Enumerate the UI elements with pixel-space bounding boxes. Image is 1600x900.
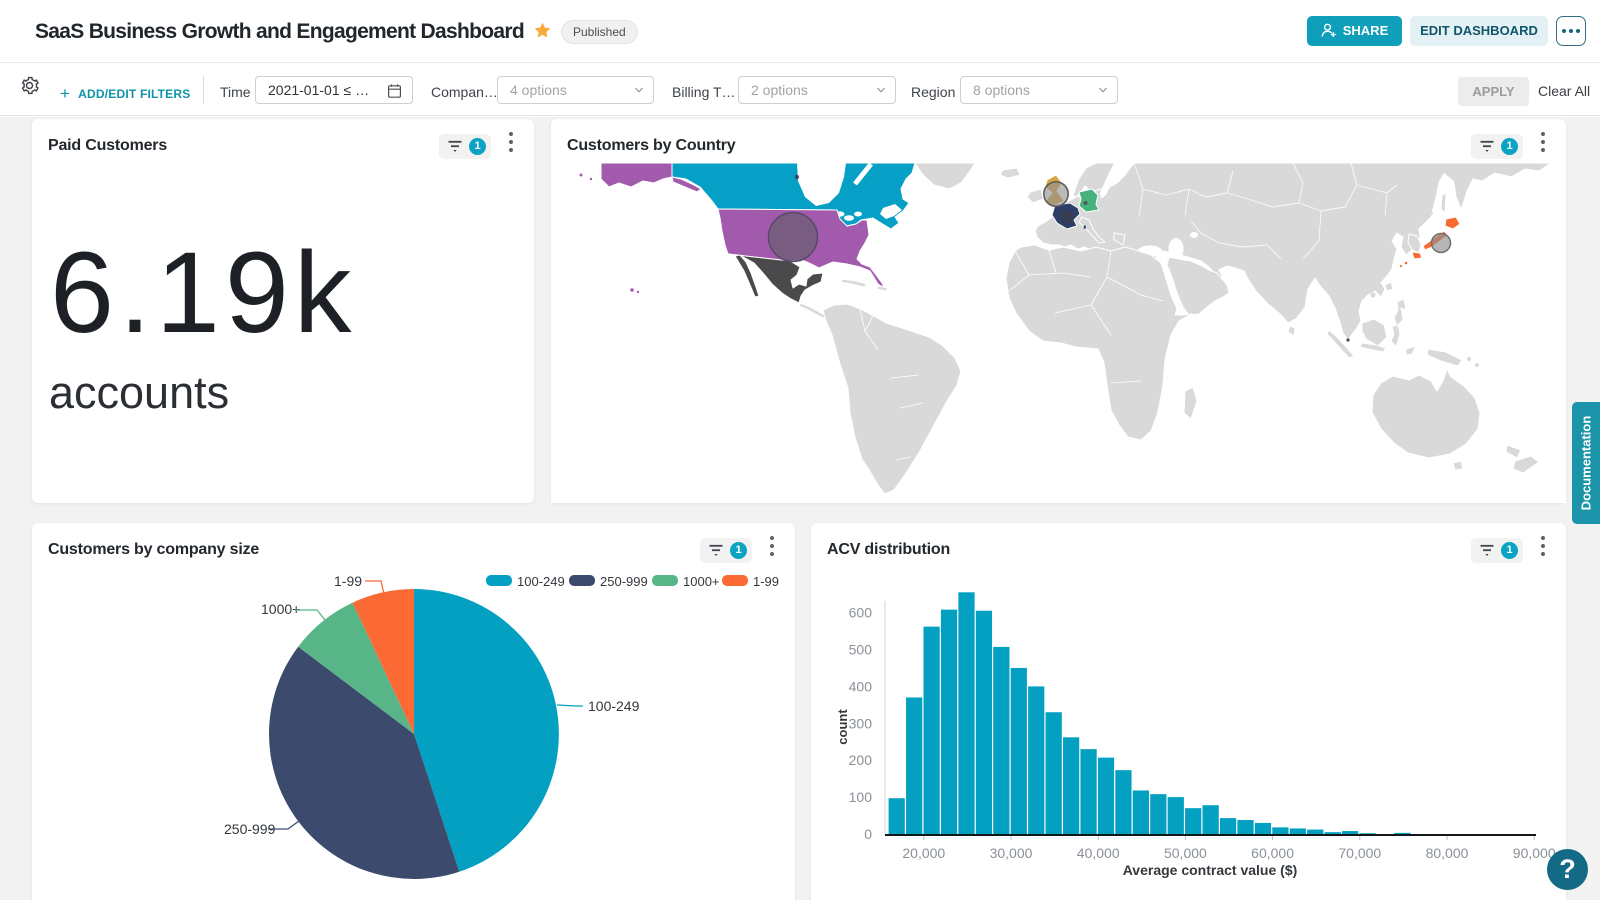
svg-text:Average contract value ($): Average contract value ($) (1123, 862, 1298, 878)
svg-text:30,000: 30,000 (990, 845, 1033, 861)
svg-text:80,000: 80,000 (1426, 845, 1469, 861)
svg-text:50,000: 50,000 (1164, 845, 1207, 861)
svg-text:1-99: 1-99 (334, 573, 362, 589)
svg-text:1000+: 1000+ (261, 601, 300, 617)
svg-text:20,000: 20,000 (902, 845, 945, 861)
svg-text:250-999: 250-999 (600, 574, 648, 589)
svg-text:40,000: 40,000 (1077, 845, 1120, 861)
svg-text:1-99: 1-99 (753, 574, 779, 589)
svg-text:60,000: 60,000 (1251, 845, 1294, 861)
svg-text:count: count (835, 709, 850, 745)
svg-text:90,000: 90,000 (1513, 845, 1556, 861)
svg-text:1000+: 1000+ (683, 574, 720, 589)
svg-text:100: 100 (849, 789, 873, 805)
svg-text:400: 400 (849, 678, 873, 694)
svg-text:200: 200 (849, 752, 873, 768)
svg-text:100-249: 100-249 (588, 698, 640, 714)
svg-text:70,000: 70,000 (1338, 845, 1381, 861)
svg-text:500: 500 (849, 642, 873, 658)
svg-text:300: 300 (849, 715, 873, 731)
svg-text:100-249: 100-249 (517, 574, 565, 589)
svg-text:250-999: 250-999 (224, 821, 276, 837)
svg-text:0: 0 (864, 826, 872, 842)
svg-text:600: 600 (849, 605, 873, 621)
